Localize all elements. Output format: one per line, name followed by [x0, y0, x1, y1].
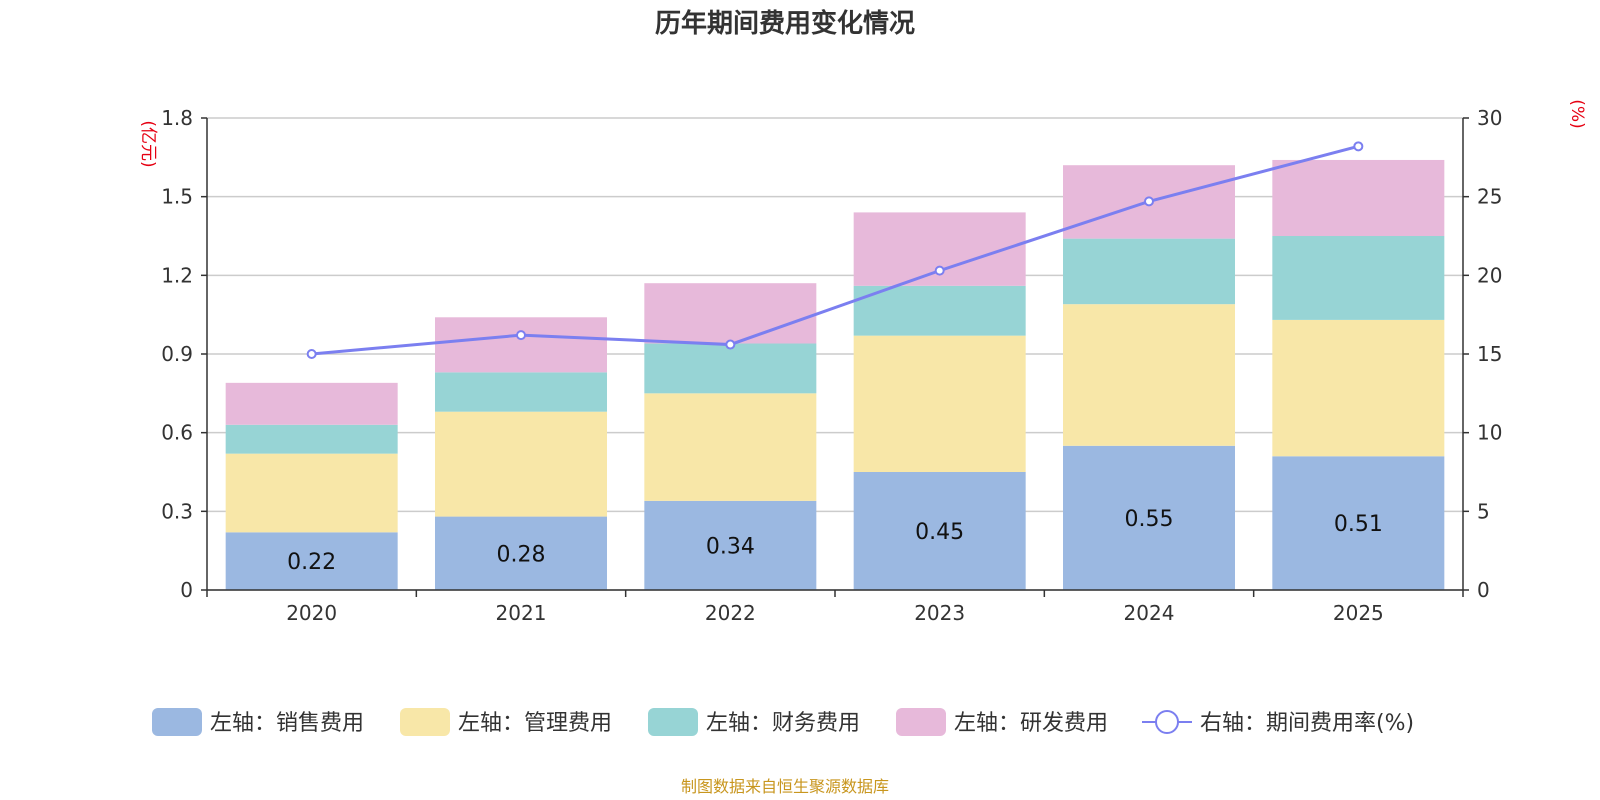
legend-swatch	[896, 708, 946, 736]
left-tick-label: 0	[180, 578, 193, 602]
bar-data-label: 0.55	[1125, 507, 1174, 532]
rate-line-series	[306, 141, 1364, 359]
legend-swatch	[648, 708, 698, 736]
bar-segment-3	[1272, 159, 1445, 236]
left-tick-label: 1.2	[161, 263, 193, 287]
bar-segment-3	[644, 283, 817, 344]
bar-segment-0	[853, 472, 1026, 590]
bar-data-label: 0.51	[1334, 512, 1383, 537]
right-tick-label: 10	[1477, 421, 1502, 445]
bar-segment-1	[853, 335, 1026, 472]
x-tick-label: 2020	[286, 601, 337, 625]
rate-point	[725, 339, 736, 350]
bar-segment-0	[435, 516, 607, 590]
legend-swatch	[152, 708, 202, 736]
bar-segment-2	[853, 285, 1026, 336]
right-tick-label: 15	[1477, 342, 1502, 366]
bar-segment-1	[644, 393, 817, 501]
legend: 左轴：销售费用 左轴：管理费用 左轴：财务费用 左轴：研发费用 右轴：期间费用率(%)	[152, 708, 1414, 736]
left-tick-label: 0.3	[161, 499, 193, 523]
legend-label: 左轴：管理费用	[458, 711, 612, 736]
bar-segment-3	[435, 317, 607, 373]
x-tick-label: 2025	[1333, 601, 1384, 625]
left-tick-label: 1.5	[161, 185, 193, 209]
bar-data-label: 0.22	[287, 550, 336, 575]
x-tick-label: 2023	[914, 601, 965, 625]
right-tick-label: 5	[1477, 499, 1490, 523]
bar-segment-2	[1272, 236, 1445, 320]
gridlines	[207, 117, 1463, 591]
bar-segment-1	[1063, 304, 1235, 446]
rate-point	[306, 349, 317, 359]
legend-swatch	[400, 708, 450, 736]
legend-label: 左轴：销售费用	[210, 711, 364, 736]
bar-segment-1	[1272, 319, 1445, 457]
right-tick-label: 25	[1477, 185, 1502, 209]
left-tick-label: 0.6	[161, 421, 193, 445]
rate-point	[1144, 196, 1154, 207]
legend-label: 左轴：研发费用	[954, 711, 1108, 736]
right-tick-label: 30	[1477, 106, 1502, 130]
bar-segment-2	[225, 424, 398, 454]
legend-label: 左轴：财务费用	[706, 711, 860, 736]
rate-point	[934, 265, 945, 276]
rate-point	[1353, 141, 1364, 152]
bar-segment-0	[1272, 456, 1445, 590]
bar-segment-3	[225, 382, 398, 425]
bar-data-label: 0.34	[706, 534, 755, 559]
right-tick-label: 0	[1477, 578, 1490, 602]
bar-data-label: 0.28	[497, 542, 546, 567]
bar-segment-0	[225, 532, 398, 590]
legend-label: 右轴：期间费用率(%)	[1200, 711, 1414, 736]
right-axis-unit: (%)	[1567, 99, 1587, 128]
bar-series: 0.22 0.28 0.34 0.45 0.55 0.51	[225, 159, 1445, 590]
left-axis-unit: (亿元)	[138, 120, 158, 167]
source-note: 制图数据来自恒生聚源数据库	[681, 777, 889, 796]
chart-title: 历年期间费用变化情况	[655, 8, 915, 39]
bar-segment-1	[435, 411, 607, 517]
bar-segment-2	[1063, 238, 1235, 305]
legend-marker	[1155, 710, 1179, 734]
rate-point	[516, 330, 526, 341]
bar-data-label: 0.45	[915, 520, 964, 545]
bar-segment-2	[435, 372, 607, 412]
right-tick-label: 20	[1477, 263, 1502, 287]
left-tick-label: 1.8	[161, 106, 193, 130]
left-tick-label: 0.9	[161, 342, 193, 366]
bar-segment-2	[644, 343, 817, 394]
bar-segment-1	[225, 453, 398, 533]
bar-segment-0	[644, 500, 817, 590]
bar-segment-0	[1063, 445, 1235, 590]
rate-line	[311, 144, 1359, 356]
x-tick-label: 2021	[496, 601, 547, 625]
x-tick-label: 2024	[1124, 601, 1175, 625]
x-tick-label: 2022	[705, 601, 756, 625]
